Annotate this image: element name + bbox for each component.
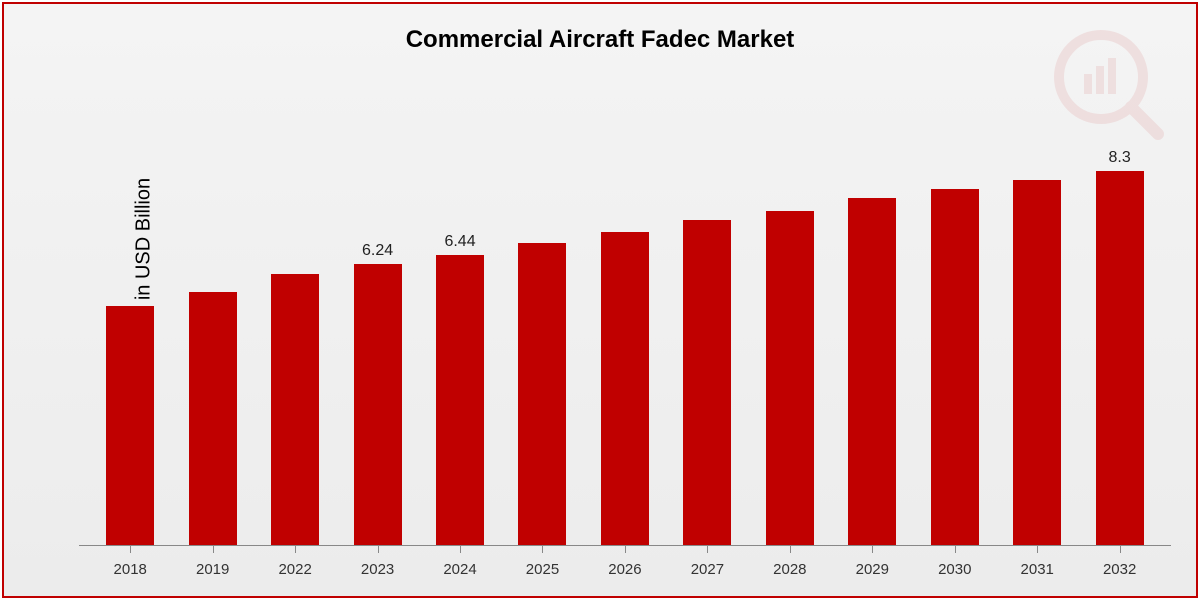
bar — [436, 255, 484, 545]
bar-group — [264, 94, 326, 545]
x-axis-tick-label: 2031 — [1006, 561, 1068, 578]
bar — [601, 232, 649, 545]
bar — [271, 274, 319, 545]
bar — [683, 220, 731, 545]
x-axis-tick-label: 2019 — [182, 561, 244, 578]
x-axis-tick-label: 2026 — [594, 561, 656, 578]
chart-container: Commercial Aircraft Fadec Market Market … — [2, 2, 1198, 598]
x-tick — [378, 545, 379, 553]
bar — [766, 211, 814, 545]
bar-group — [511, 94, 573, 545]
x-axis-tick-label: 2028 — [759, 561, 821, 578]
bar-value-label: 6.24 — [362, 240, 393, 260]
bar — [354, 264, 402, 545]
bar — [1096, 171, 1144, 545]
bar — [1013, 180, 1061, 545]
bar-value-label: 8.3 — [1109, 147, 1131, 167]
x-axis-tick-label: 2018 — [99, 561, 161, 578]
x-axis-tick-label: 2022 — [264, 561, 326, 578]
bar — [189, 292, 237, 545]
bar-group — [676, 94, 738, 545]
bar-group: 8.3 — [1089, 94, 1151, 545]
bar-group — [182, 94, 244, 545]
bar-group — [594, 94, 656, 545]
bar — [106, 306, 154, 545]
x-tick — [295, 545, 296, 553]
x-tick — [707, 545, 708, 553]
x-tick — [213, 545, 214, 553]
bar-group: 6.24 — [347, 94, 409, 545]
x-tick — [1120, 545, 1121, 553]
bar — [931, 189, 979, 545]
bar-group: 6.44 — [429, 94, 491, 545]
x-axis-tick-label: 2025 — [511, 561, 573, 578]
bars-container: 6.24 6.44 8.3 — [79, 94, 1171, 545]
x-axis-tick-label: 2030 — [924, 561, 986, 578]
x-tick — [955, 545, 956, 553]
x-axis-tick-label: 2032 — [1089, 561, 1151, 578]
x-axis-tick-label: 2029 — [841, 561, 903, 578]
x-axis-tick-label: 2024 — [429, 561, 491, 578]
x-tick — [872, 545, 873, 553]
x-tick — [625, 545, 626, 553]
x-axis-labels: 2018 2019 2022 2023 2024 2025 2026 2027 2028 2029… — [79, 561, 1171, 578]
bar-group — [759, 94, 821, 545]
x-tick — [1037, 545, 1038, 553]
bar — [848, 198, 896, 545]
bar-group — [924, 94, 986, 545]
bar-group — [99, 94, 161, 545]
x-tick — [542, 545, 543, 553]
plot-area: 6.24 6.44 8.3 — [79, 94, 1171, 546]
bar-value-label: 6.44 — [444, 231, 475, 251]
x-tick — [460, 545, 461, 553]
x-axis-tick-label: 2027 — [676, 561, 738, 578]
x-tick — [790, 545, 791, 553]
x-axis-tick-label: 2023 — [347, 561, 409, 578]
bar-group — [1006, 94, 1068, 545]
bar-group — [841, 94, 903, 545]
chart-title: Commercial Aircraft Fadec Market — [4, 4, 1196, 54]
bar — [518, 243, 566, 545]
x-tick — [130, 545, 131, 553]
